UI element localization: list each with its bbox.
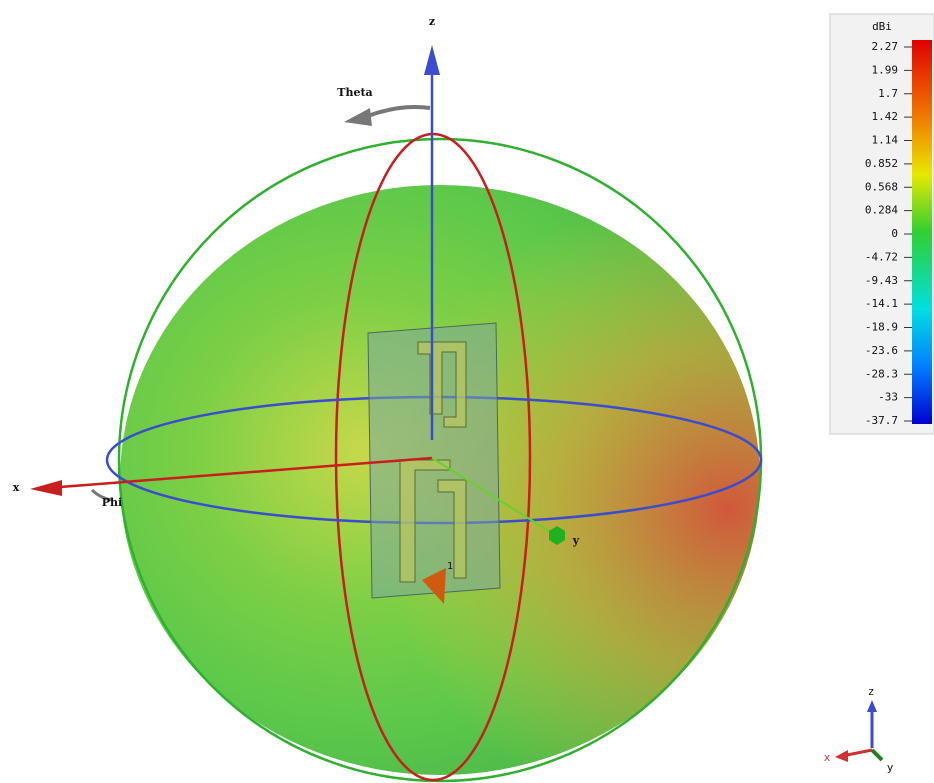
colorbar-unit: dBi: [872, 20, 892, 33]
y-label: y: [572, 534, 580, 547]
mini-z-arrow: [867, 700, 877, 712]
colorbar-tick-label: -23.6: [865, 344, 898, 357]
z-label: z: [429, 15, 435, 28]
port-label: 1: [447, 561, 453, 572]
colorbar-tick-label: 1.99: [872, 63, 899, 76]
z-arrow: [424, 45, 440, 75]
y-axis: [431, 457, 553, 534]
phi-label: Phi: [102, 496, 122, 509]
mini-x-arrow: [835, 750, 848, 762]
mini-y-axis: [870, 748, 884, 762]
mini-z-label: z: [868, 685, 875, 698]
colorbar-tick-label: -4.72: [865, 250, 898, 263]
colorbar-tick-label: -28.3: [865, 367, 898, 380]
colorbar-tick-label: 0.568: [865, 180, 898, 193]
colorbar-tick-label: 0.852: [865, 157, 898, 170]
port-marker: [422, 568, 446, 604]
colorbar-tick-label: 0: [891, 227, 898, 240]
mini-x-label: x: [824, 751, 831, 764]
colorbar-ticks: 2.27 1.99 1.7 1.42 1.14 0.852 0.568 0.284 0 -4.72…: [865, 40, 912, 427]
colorbar-tick-label: 1.7: [878, 87, 898, 100]
theta-arrowhead: [344, 108, 372, 126]
x-axis: [59, 456, 433, 489]
colorbar: [912, 40, 932, 424]
colorbar-tick-label: -9.43: [865, 274, 898, 287]
colorbar-tick-label: -37.7: [865, 414, 898, 427]
x-arrow: [30, 480, 62, 496]
colorbar-tick-label: -14.1: [865, 297, 898, 310]
x-label: x: [13, 481, 20, 494]
colorbar-tick-label: 0.284: [865, 204, 898, 217]
colorbar-tick-label: -18.9: [865, 321, 898, 334]
y-marker: [549, 526, 565, 545]
colorbar-tick-label: 1.14: [872, 134, 899, 147]
mini-y-label: y: [887, 761, 894, 774]
colorbar-tick-label: -33: [878, 391, 898, 404]
colorbar-tick-label: 1.42: [872, 110, 899, 123]
phi-arrow: [90, 488, 113, 502]
theta-arrow: [367, 105, 431, 118]
colorbar-tick-label: 2.27: [872, 40, 899, 53]
theta-label: Theta: [337, 86, 372, 99]
